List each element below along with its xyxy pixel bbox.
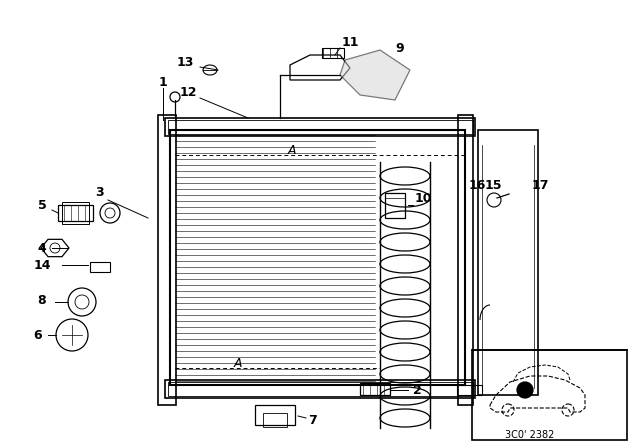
- Bar: [165, 118, 475, 136]
- Circle shape: [517, 382, 533, 398]
- Text: 17: 17: [531, 178, 548, 191]
- Bar: [168, 120, 473, 134]
- Text: A: A: [234, 357, 243, 370]
- Bar: [472, 350, 627, 440]
- Bar: [62, 202, 89, 224]
- Bar: [458, 115, 473, 405]
- Text: 5: 5: [38, 198, 46, 211]
- Bar: [165, 380, 475, 398]
- Polygon shape: [340, 50, 410, 100]
- Text: 14: 14: [33, 258, 51, 271]
- Bar: [170, 130, 465, 385]
- Text: 10: 10: [415, 191, 433, 204]
- Text: 1: 1: [159, 76, 168, 89]
- Text: A: A: [288, 143, 296, 156]
- Text: 11: 11: [341, 35, 359, 48]
- Text: 9: 9: [396, 42, 404, 55]
- Bar: [457, 385, 482, 395]
- Bar: [385, 193, 405, 218]
- Text: 8: 8: [38, 293, 46, 306]
- Bar: [158, 115, 176, 405]
- Bar: [255, 405, 295, 425]
- Bar: [478, 130, 538, 395]
- Bar: [168, 382, 473, 396]
- Text: 13: 13: [176, 56, 194, 69]
- Text: 3: 3: [96, 185, 104, 198]
- Bar: [322, 48, 344, 58]
- Text: 6: 6: [34, 328, 42, 341]
- Text: 15: 15: [484, 178, 502, 191]
- Text: 4: 4: [38, 241, 46, 254]
- Bar: [263, 413, 287, 427]
- Text: 3C0' 2382: 3C0' 2382: [506, 430, 555, 440]
- Text: 7: 7: [308, 414, 317, 426]
- Text: 12: 12: [179, 86, 196, 99]
- Bar: [360, 383, 390, 395]
- Text: 16: 16: [468, 178, 486, 191]
- Bar: [90, 262, 110, 272]
- Text: 2: 2: [413, 383, 422, 396]
- Bar: [58, 205, 93, 221]
